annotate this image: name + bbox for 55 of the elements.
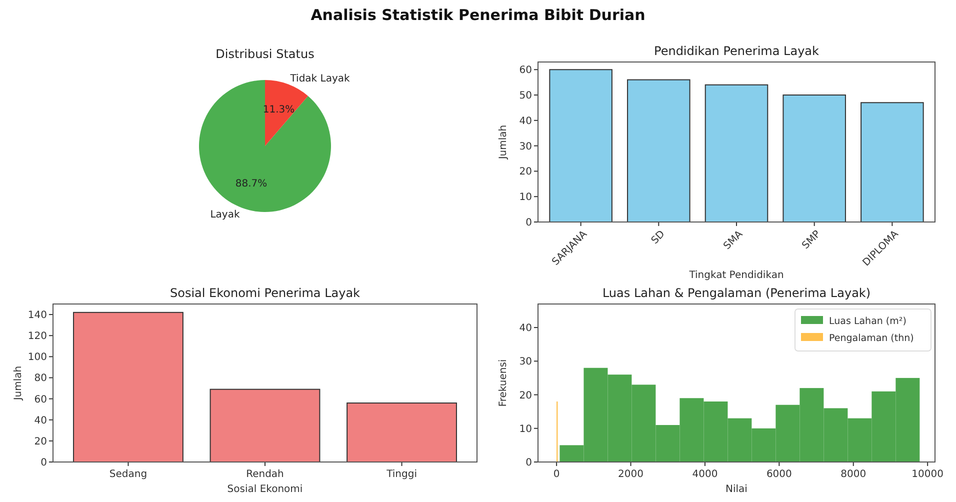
y-tick-label: 120 xyxy=(28,331,47,342)
chart-title: Sosial Ekonomi Penerima Layak xyxy=(170,286,360,300)
x-tick-label: 4000 xyxy=(692,469,718,480)
y-tick-label: 20 xyxy=(519,166,532,178)
slice-label: Tidak Layak xyxy=(289,73,350,84)
x-tick-label: Tinggi xyxy=(386,469,417,480)
y-tick-label: 30 xyxy=(519,356,532,368)
y-tick-label: 0 xyxy=(40,458,47,468)
bar xyxy=(549,69,612,222)
x-tick-label: 2000 xyxy=(618,469,644,480)
bar xyxy=(782,94,846,222)
chart-title: Distribusi Status xyxy=(216,47,314,61)
x-tick-label: SD xyxy=(650,228,668,247)
x-axis-title: Tingkat Pendidikan xyxy=(688,270,784,281)
y-tick-label: 40 xyxy=(34,415,47,426)
y-tick-label: 30 xyxy=(519,141,532,152)
y-tick-label: 50 xyxy=(519,90,532,102)
bar xyxy=(73,312,184,462)
y-tick-label: 60 xyxy=(519,65,532,76)
x-tick-label: Sedang xyxy=(109,469,148,480)
y-tick-label: 40 xyxy=(519,323,532,334)
bar xyxy=(860,102,924,222)
slice-label: Layak xyxy=(210,210,240,221)
y-tick-label: 20 xyxy=(519,390,532,402)
y-tick-label: 0 xyxy=(526,458,532,468)
y-axis-title: Jumlah xyxy=(13,366,24,402)
y-axis-title: Frekuensi xyxy=(498,359,509,407)
x-tick-label: 8000 xyxy=(840,469,866,480)
bar xyxy=(704,84,768,222)
bar xyxy=(627,79,690,222)
chart-title: Pendidikan Penerima Layak xyxy=(654,44,820,58)
x-axis-title: Nilai xyxy=(726,484,748,495)
x-tick-label: 0 xyxy=(553,469,560,480)
y-tick-label: 80 xyxy=(34,373,47,384)
x-tick-label: 10000 xyxy=(912,469,944,480)
y-axis-title: Jumlah xyxy=(498,124,509,160)
y-tick-label: 20 xyxy=(34,436,47,448)
bar xyxy=(346,402,457,462)
x-tick-label: 6000 xyxy=(766,469,792,480)
text: Analisis Statistik Penerima Bibit Durian xyxy=(310,6,646,24)
y-tick-label: 0 xyxy=(526,218,532,228)
y-tick-label: 10 xyxy=(519,192,532,204)
data-label: 88.7% xyxy=(235,178,268,190)
legend-label: Pengalaman (thn) xyxy=(829,333,914,344)
y-tick-label: 40 xyxy=(519,116,532,127)
y-tick-label: 10 xyxy=(519,424,532,435)
x-axis-title: Sosial Ekonomi xyxy=(227,484,303,495)
pie-slice xyxy=(265,80,308,146)
y-tick-label: 60 xyxy=(34,394,47,406)
chart-title: Luas Lahan & Pengalaman (Penerima Layak) xyxy=(602,286,871,300)
x-tick-label: Rendah xyxy=(246,469,284,480)
legend-label: Luas Lahan (m²) xyxy=(829,316,906,327)
y-tick-label: 140 xyxy=(28,310,47,322)
y-tick-label: 100 xyxy=(28,352,47,364)
bar xyxy=(210,388,320,462)
